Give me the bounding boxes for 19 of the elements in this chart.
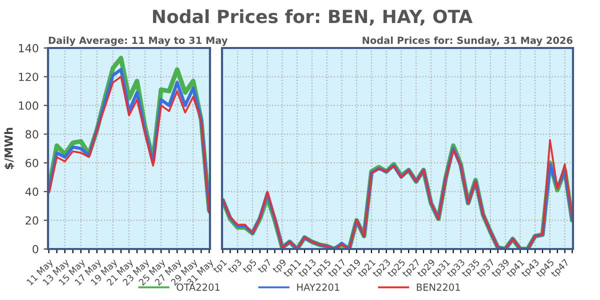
chart-subtitle: Daily Average: 11 May to 31 May [48,36,228,46]
x-tick-label: tp3 [227,258,244,275]
x-tick-label: tp5 [242,258,258,275]
x-tick-label: tp1 [212,258,228,275]
x-tick-label: tp7 [257,258,273,275]
chart-subtitle: Nodal Prices for: Sunday, 31 May 2026 [362,36,572,46]
y-tick-label: 120 [18,72,38,82]
legend-label: OTA2201 [176,284,220,291]
y-tick-label: 100 [18,101,38,110]
y-tick-label: 0 [32,244,38,254]
y-tick-label: 140 [18,44,38,52]
y-axis-title: $/MWh [4,128,14,170]
y-tick-label: 40 [25,188,38,196]
text: Nodal Prices for: BEN, HAY, OTA [153,9,473,26]
legend-label: BEN2201 [416,284,460,291]
legend-label: HAY2201 [297,284,340,291]
y-tick-label: 20 [26,216,38,225]
y-tick-label: 60 [26,158,38,168]
y-tick-label: 80 [26,130,38,139]
